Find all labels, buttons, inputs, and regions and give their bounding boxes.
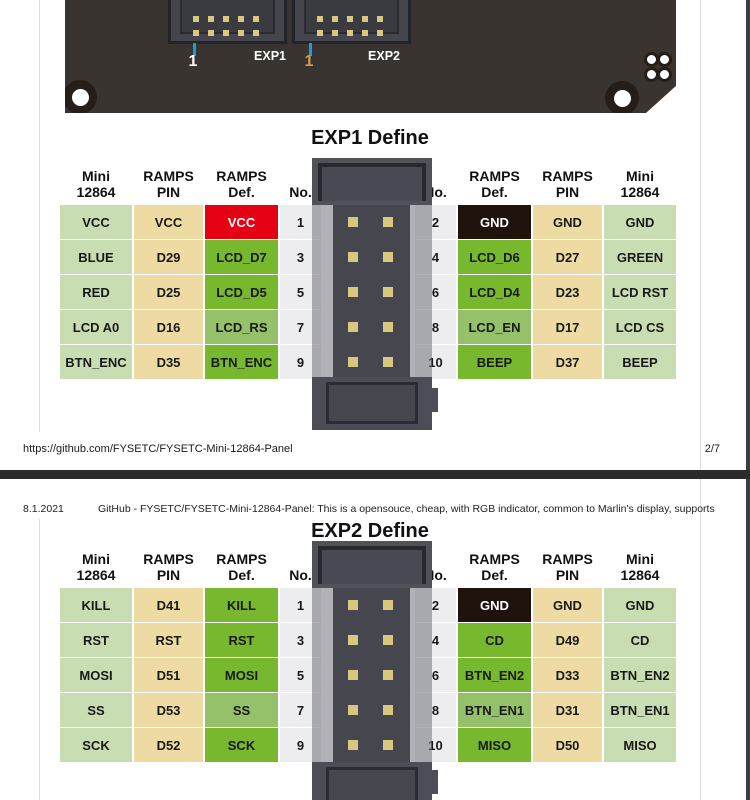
- cell: GND: [533, 588, 602, 622]
- exp2-pin1-label: 1: [304, 53, 314, 70]
- cell: LCD A0: [60, 310, 132, 344]
- screw-hole-left: [63, 80, 97, 114]
- cell: D37: [533, 345, 602, 379]
- cell: MISO: [604, 728, 676, 762]
- cell: D52: [134, 728, 203, 762]
- col-header-pin-left: RAMPS PIN: [143, 167, 194, 201]
- cell: MISO: [458, 728, 531, 762]
- cell: BEEP: [458, 345, 531, 379]
- pad-dot: [657, 67, 672, 82]
- cell: LCD_EN: [458, 310, 531, 344]
- cell: CD: [604, 623, 676, 657]
- cell: BLUE: [60, 240, 132, 274]
- cell: LCD RST: [604, 275, 676, 309]
- cell: D31: [533, 693, 602, 727]
- cell: VCC: [60, 205, 132, 239]
- cell: SCK: [60, 728, 132, 762]
- cell: D23: [533, 275, 602, 309]
- cell: GND: [604, 205, 676, 239]
- cell: LCD_RS: [205, 310, 278, 344]
- col-header-pin-right: RAMPS PIN: [542, 167, 593, 201]
- cell: D27: [533, 240, 602, 274]
- col-header-no-left: No.: [289, 567, 312, 584]
- col-header-mini-left: Mini 12864: [76, 550, 116, 584]
- cell: MOSI: [60, 658, 132, 692]
- cell: VCC: [205, 205, 278, 239]
- page1-image-left-border: [39, 0, 40, 432]
- cell: BTN_EN1: [458, 693, 531, 727]
- cell: GREEN: [604, 240, 676, 274]
- cell: D41: [134, 588, 203, 622]
- col-header-pin-right: RAMPS PIN: [542, 550, 593, 584]
- page-separator: [0, 470, 750, 479]
- exp1-pin1-label: 1: [188, 53, 198, 70]
- cell: SS: [205, 693, 278, 727]
- cell: D29: [134, 240, 203, 274]
- col-header-mini-left: Mini 12864: [76, 167, 116, 201]
- cell: BTN_EN2: [458, 658, 531, 692]
- cell: BEEP: [604, 345, 676, 379]
- cell: GND: [533, 205, 602, 239]
- page2-header-date: 8.1.2021: [23, 503, 64, 515]
- window-edge: [746, 0, 750, 800]
- cell: VCC: [134, 205, 203, 239]
- page2-header-title: GitHub - FYSETC/FYSETC-Mini-12864-Panel:…: [98, 503, 716, 515]
- cell: GND: [458, 588, 531, 622]
- cell: D35: [134, 345, 203, 379]
- exp1-pinout-table: Mini 12864 RAMPS PIN RAMPS Def. No. No. …: [60, 160, 676, 379]
- content-right-border: [700, 0, 701, 800]
- cell: D51: [134, 658, 203, 692]
- cell: BTN_ENC: [205, 345, 278, 379]
- col-header-mini-right: Mini 12864: [620, 550, 660, 584]
- cell: LCD_D6: [458, 240, 531, 274]
- cell: LCD CS: [604, 310, 676, 344]
- col-header-def-left: RAMPS Def.: [216, 167, 267, 201]
- cell: LCD_D4: [458, 275, 531, 309]
- cell: GND: [458, 205, 531, 239]
- col-header-no-left: No.: [289, 184, 312, 201]
- cell: D50: [533, 728, 602, 762]
- cell: KILL: [205, 588, 278, 622]
- cell: GND: [604, 588, 676, 622]
- cell: RED: [60, 275, 132, 309]
- col-header-mini-right: Mini 12864: [620, 167, 660, 201]
- cell: BTN_EN2: [604, 658, 676, 692]
- exp1-pin1-marker: [193, 43, 196, 56]
- col-header-def-left: RAMPS Def.: [216, 550, 267, 584]
- pad-dot: [657, 52, 672, 67]
- cell: LCD_D5: [205, 275, 278, 309]
- exp1-section-title: EXP1 Define: [311, 127, 429, 149]
- footer-page-number: 2/7: [704, 443, 720, 455]
- footer-url: https://github.com/FYSETC/FYSETC-Mini-12…: [23, 443, 293, 455]
- cell: BTN_ENC: [60, 345, 132, 379]
- board-exp1-connector: [168, 0, 287, 44]
- cell: BTN_EN1: [604, 693, 676, 727]
- cell: RST: [205, 623, 278, 657]
- cell: D33: [533, 658, 602, 692]
- cell: RST: [60, 623, 132, 657]
- cell: RST: [134, 623, 203, 657]
- board-exp2-connector: [292, 0, 411, 44]
- col-header-def-right: RAMPS Def.: [469, 167, 520, 201]
- cell: CD: [458, 623, 531, 657]
- screw-hole-right: [605, 81, 639, 115]
- exp2-connector-label: EXP2: [368, 49, 400, 63]
- col-header-pin-left: RAMPS PIN: [143, 550, 194, 584]
- col-header-def-right: RAMPS Def.: [469, 550, 520, 584]
- cell: SS: [60, 693, 132, 727]
- cell: D49: [533, 623, 602, 657]
- cell: D25: [134, 275, 203, 309]
- cell: D17: [533, 310, 602, 344]
- exp1-connector-label: EXP1: [254, 49, 286, 63]
- cell: KILL: [60, 588, 132, 622]
- exp2-section-title: EXP2 Define: [311, 520, 429, 542]
- cell: D53: [134, 693, 203, 727]
- cell: SCK: [205, 728, 278, 762]
- cell: LCD_D7: [205, 240, 278, 274]
- cell: MOSI: [205, 658, 278, 692]
- page2-image-left-border: [39, 519, 40, 800]
- cell: D16: [134, 310, 203, 344]
- exp2-pin1-marker: [309, 43, 312, 56]
- pcb-board-image: 1 1 EXP1 EXP2: [65, 0, 676, 113]
